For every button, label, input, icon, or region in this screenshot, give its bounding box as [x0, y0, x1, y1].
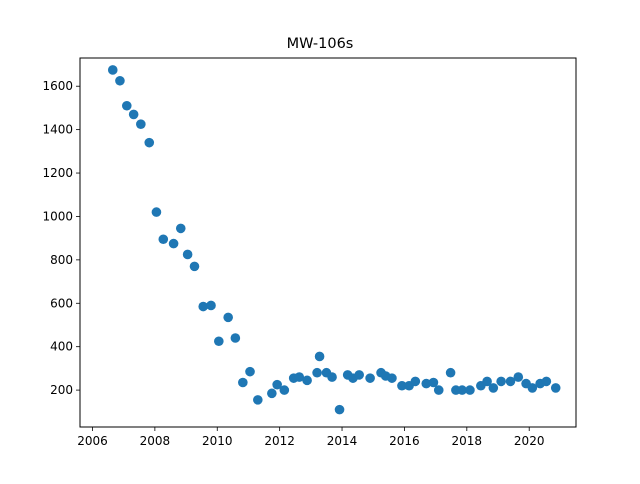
data-point	[410, 376, 421, 387]
data-point	[182, 249, 193, 260]
data-point	[144, 137, 155, 148]
data-point	[496, 376, 506, 387]
data-point	[136, 119, 146, 130]
x-tick-label: 2012	[264, 434, 295, 448]
data-point	[223, 312, 233, 323]
chart-title: MW-106s	[287, 36, 354, 52]
data-point	[158, 234, 169, 245]
data-point	[327, 372, 337, 382]
data-point	[312, 367, 322, 378]
data-point	[272, 379, 282, 390]
data-point	[465, 385, 475, 395]
data-point	[253, 395, 263, 405]
data-point	[121, 100, 132, 111]
x-tick-label: 2020	[514, 434, 545, 448]
data-point	[482, 376, 492, 387]
data-point	[115, 75, 125, 86]
data-point	[168, 238, 179, 249]
data-point	[541, 376, 552, 387]
data-point	[175, 223, 186, 234]
data-point	[238, 377, 248, 388]
data-point	[302, 375, 312, 386]
data-point	[214, 336, 224, 347]
data-point	[527, 383, 538, 393]
data-point	[151, 207, 162, 217]
y-tick-label: 1400	[42, 123, 73, 137]
y-tick-label: 1200	[42, 166, 73, 180]
data-point	[245, 366, 255, 377]
data-point	[128, 109, 139, 120]
data-point	[189, 261, 200, 272]
data-point	[387, 373, 397, 383]
data-point	[445, 367, 456, 378]
y-tick-label: 600	[50, 296, 73, 310]
data-point	[397, 380, 407, 391]
data-point	[457, 385, 467, 395]
data-point	[513, 372, 524, 382]
data-point	[314, 351, 325, 362]
data-point	[433, 385, 444, 395]
data-point	[206, 300, 216, 311]
data-point	[279, 385, 290, 395]
y-tick-label: 400	[50, 340, 73, 354]
data-point	[488, 383, 499, 393]
x-tick-label: 2016	[389, 434, 420, 448]
y-tick-label: 1600	[42, 79, 73, 93]
data-point	[421, 378, 432, 389]
y-axis: 200 400 600 800 1000 1200 1400 1600	[42, 79, 80, 397]
x-tick-label: 2014	[327, 434, 358, 448]
data-point	[354, 370, 364, 380]
data-point	[428, 377, 439, 388]
x-tick-label: 2018	[452, 434, 483, 448]
y-tick-label: 800	[50, 253, 73, 267]
data-point	[198, 301, 209, 312]
x-tick-label: 2006	[77, 434, 108, 448]
x-tick-label: 2008	[140, 434, 171, 448]
data-point	[550, 383, 561, 393]
data-point	[107, 65, 118, 75]
data-point	[334, 404, 345, 415]
y-tick-label: 200	[50, 383, 73, 397]
data-point	[267, 388, 277, 399]
data-point	[365, 373, 375, 383]
data-point	[505, 376, 516, 387]
data-point	[230, 333, 241, 343]
scatter-points	[107, 65, 561, 415]
x-axis: 2006 2008 2010 2012 2014 2016 2018 2020	[77, 427, 544, 448]
plot-frame	[79, 57, 577, 428]
x-tick-label: 2010	[202, 434, 233, 448]
y-tick-label: 1000	[42, 209, 73, 223]
data-point	[294, 372, 305, 382]
